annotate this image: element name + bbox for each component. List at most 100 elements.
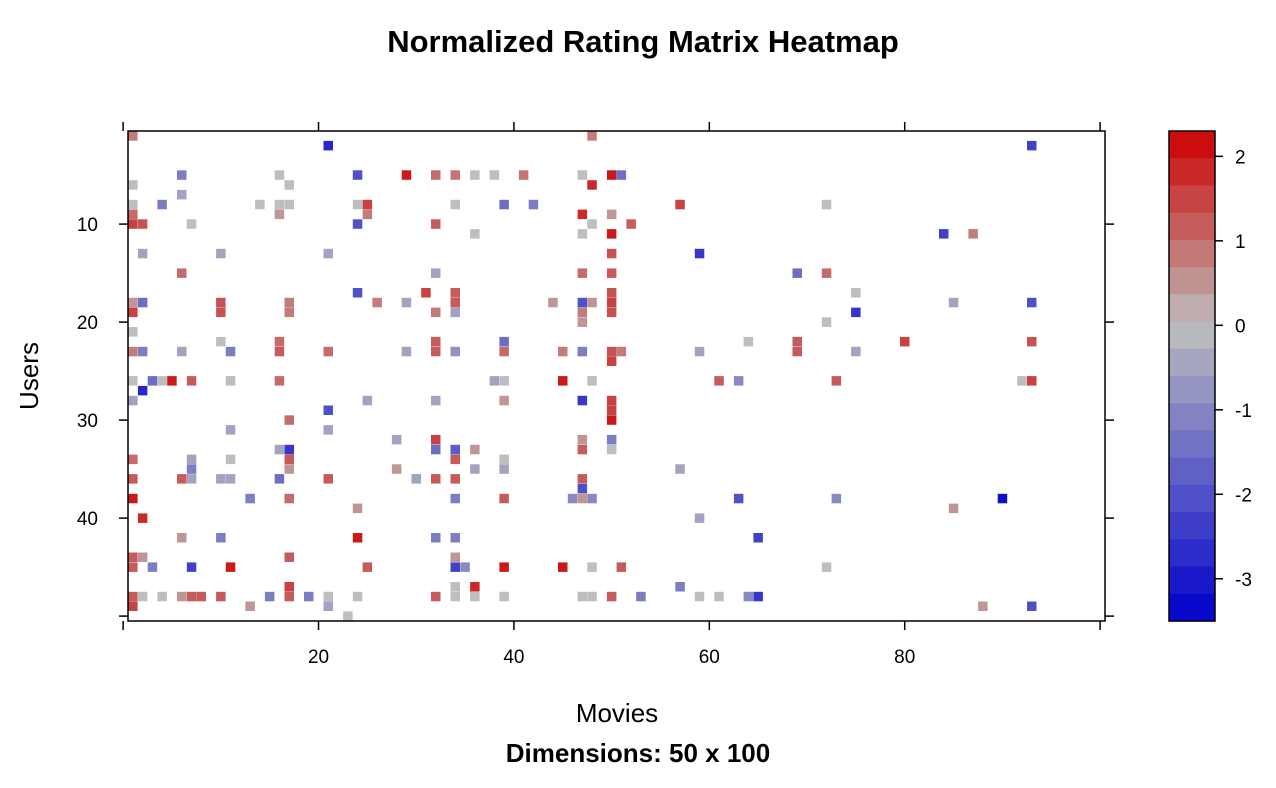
heatmap-cell xyxy=(225,562,236,572)
heatmap-cell xyxy=(284,444,294,455)
y-axis-title: Users xyxy=(14,342,44,410)
heatmap-cell xyxy=(587,180,597,190)
heatmap-cell xyxy=(128,474,138,484)
heatmap-cell xyxy=(548,297,558,308)
heatmap-cell xyxy=(343,611,353,621)
heatmap-cell xyxy=(489,170,500,180)
heatmap-cell xyxy=(128,493,138,504)
heatmap-cell xyxy=(694,513,705,523)
heatmap-cell xyxy=(997,493,1008,504)
heatmap-cell xyxy=(821,199,832,210)
heatmap-cell xyxy=(450,454,460,465)
heatmap-cell xyxy=(499,464,509,474)
heatmap-cell xyxy=(499,454,509,465)
heatmap-cell xyxy=(284,297,294,308)
heatmap-cell xyxy=(245,601,255,611)
heatmap-cell xyxy=(587,562,597,572)
heatmap-cell xyxy=(284,582,294,592)
heatmap-cell xyxy=(606,415,617,425)
heatmap-cell xyxy=(137,552,148,562)
heatmap-cell xyxy=(753,533,763,543)
heatmap-cell xyxy=(558,376,568,386)
heatmap-cell xyxy=(128,327,138,337)
heatmap-cells xyxy=(128,131,1037,621)
heatmap-cell xyxy=(606,434,617,445)
heatmap-cell xyxy=(157,591,167,602)
chart-title: Normalized Rating Matrix Heatmap xyxy=(387,24,899,59)
heatmap-cell xyxy=(352,199,363,210)
heatmap-cell xyxy=(1017,376,1027,386)
x-axis-title: Movies xyxy=(576,698,658,728)
heatmap-cell xyxy=(714,376,724,386)
heatmap-cell xyxy=(694,346,705,357)
heatmap-cell xyxy=(743,336,754,347)
heatmap-cell xyxy=(606,288,617,298)
heatmap-cell xyxy=(577,297,588,308)
heatmap-cell xyxy=(128,199,138,210)
heatmap-cell xyxy=(606,268,617,278)
heatmap-cell xyxy=(587,131,597,141)
heatmap-cell xyxy=(743,591,754,602)
colorbar-frame xyxy=(1168,130,1216,622)
heatmap-cell xyxy=(792,346,802,357)
colorbar-band xyxy=(1169,512,1215,540)
heatmap-cell xyxy=(470,582,480,592)
heatmap-cell xyxy=(431,307,441,318)
heatmap-cell xyxy=(499,336,509,347)
heatmap-cell xyxy=(606,444,617,455)
heatmap-cell xyxy=(450,297,460,308)
heatmap-cell xyxy=(177,170,187,180)
heatmap-cell xyxy=(450,591,460,602)
heatmap-cell xyxy=(753,591,763,602)
heatmap-cell xyxy=(128,591,138,602)
heatmap-cell xyxy=(216,533,226,543)
heatmap-cell xyxy=(157,199,167,210)
heatmap-cell xyxy=(284,199,294,210)
colorbar: 2 1 0 -1 -2 -3 xyxy=(1168,130,1252,622)
heatmap-cell xyxy=(792,268,802,278)
heatmap-cell xyxy=(733,493,744,504)
heatmap-cell xyxy=(352,503,363,514)
heatmap-cell xyxy=(499,395,509,406)
heatmap-cell xyxy=(391,464,402,474)
colorbar-band xyxy=(1169,185,1215,214)
heatmap-cell xyxy=(733,376,744,386)
heatmap-cell xyxy=(411,474,421,484)
heatmap-cell xyxy=(352,591,363,602)
heatmap-cell xyxy=(323,248,333,259)
heatmap-cell xyxy=(391,434,402,445)
heatmap-cell xyxy=(1027,336,1037,347)
heatmap-cell xyxy=(352,288,363,298)
colorbar-band xyxy=(1169,131,1215,159)
heatmap-cell xyxy=(225,376,236,386)
y-axis: 10 20 30 40 xyxy=(77,215,1114,617)
heatmap-cell xyxy=(431,474,441,484)
colorbar-band xyxy=(1169,376,1215,404)
colorbar-band xyxy=(1169,212,1215,241)
colorbar-band xyxy=(1169,239,1215,268)
heatmap-cell xyxy=(352,219,363,229)
x-tick-label: 40 xyxy=(503,647,524,668)
colorbar-band xyxy=(1169,484,1215,513)
heatmap-cell xyxy=(137,513,148,523)
heatmap-cell xyxy=(606,307,617,318)
heatmap-cell xyxy=(636,591,646,602)
heatmap-cell xyxy=(362,209,373,220)
heatmap-cell xyxy=(225,474,236,484)
heatmap-cell xyxy=(587,376,597,386)
colorbar-band xyxy=(1169,403,1215,431)
heatmap-cell xyxy=(216,297,226,308)
heatmap-cell xyxy=(401,170,412,180)
heatmap-cell xyxy=(264,591,275,602)
heatmap-cell xyxy=(606,248,617,259)
heatmap-cell xyxy=(851,307,861,318)
heatmap-cell xyxy=(401,346,412,357)
heatmap-cell xyxy=(128,219,138,229)
heatmap-cell xyxy=(177,268,187,278)
heatmap-cell xyxy=(470,591,480,602)
heatmap-cell xyxy=(577,434,588,445)
heatmap-cell xyxy=(948,503,959,514)
heatmap-cell xyxy=(352,170,363,180)
heatmap-cell xyxy=(851,346,861,357)
heatmap-cell xyxy=(225,425,236,435)
